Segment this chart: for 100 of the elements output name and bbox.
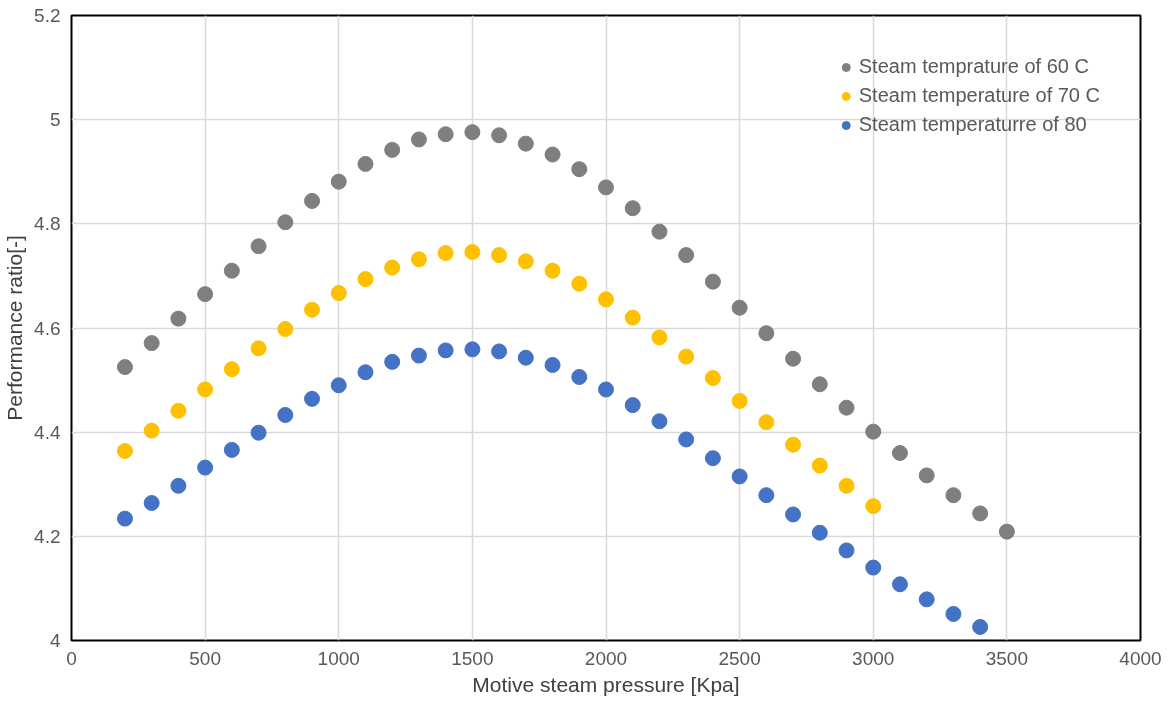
point [250,424,267,441]
point [998,523,1015,540]
point [704,450,721,467]
point [517,349,534,366]
point [865,423,882,440]
legend-label: Steam temperaturre of 80 [858,113,1087,136]
point [758,325,775,342]
x-tick-label: 3500 [985,647,1029,669]
point [250,238,267,255]
point [197,286,214,303]
point [357,271,374,288]
point [544,146,561,163]
point [731,392,748,409]
point [865,498,882,515]
point [223,361,240,378]
point [945,487,962,504]
point [116,442,133,459]
point [785,350,802,367]
point [437,245,454,261]
point [384,353,401,370]
point [811,457,828,474]
point [918,467,935,484]
point [170,477,187,494]
point [223,441,240,458]
point [651,413,668,430]
point [464,124,481,141]
point [410,251,427,268]
point [678,247,695,264]
point [758,414,775,431]
point [544,356,561,373]
point [464,341,481,358]
point [250,340,267,357]
point [838,542,855,559]
point [330,377,347,394]
x-tick-label: 0 [66,647,77,669]
point [304,390,321,407]
point [410,131,427,148]
point [811,376,828,393]
point [785,436,802,453]
point [838,399,855,416]
point [571,275,588,292]
y-tick-label: 5.2 [34,5,61,26]
y-axis-title: Performance ratio[-] [3,235,27,421]
x-axis-title: Motive steam pressure [Kpa] [472,672,740,696]
point [197,459,214,476]
point [517,135,534,152]
point [491,247,508,264]
x-tick-label: 500 [189,647,221,669]
point [143,422,160,439]
point [624,200,641,217]
legend-label: Steam temprature of 60 C [858,55,1089,78]
point [972,505,989,522]
point [143,495,160,511]
point [598,179,614,196]
point [785,506,802,523]
point [571,161,588,178]
point [143,335,160,352]
point [571,368,588,385]
point [731,299,748,316]
point [197,381,214,398]
y-tick-label: 4.8 [34,213,61,235]
point [651,223,668,240]
legend-label: Steam temperature of 70 C [858,84,1100,107]
point [731,468,748,485]
point [277,321,294,338]
point [357,364,374,381]
point [517,253,534,270]
point [464,243,481,260]
point [678,431,695,448]
point [170,310,187,327]
point [704,273,721,290]
point [598,291,614,308]
y-tick-label: 4 [49,630,61,651]
point [384,259,401,276]
point [277,214,294,231]
point [918,591,935,608]
point [304,192,321,209]
point [758,487,775,504]
point [491,127,508,144]
point [838,477,855,494]
point [437,126,454,143]
x-tick-label: 1500 [451,647,494,669]
x-tick-label: 1000 [317,647,360,669]
point [544,262,561,279]
point [357,155,374,172]
point [330,285,347,302]
point [277,406,294,423]
x-tick-label: 2500 [718,647,761,669]
point [330,173,347,190]
y-tick-label: 4.4 [34,421,61,443]
point [624,397,641,414]
point [865,559,882,576]
point [972,618,989,635]
point [704,370,721,386]
point [410,347,427,364]
point [678,348,695,365]
point [891,576,908,593]
point [945,605,962,622]
point [491,343,508,360]
y-tick-label: 4.6 [34,317,61,339]
